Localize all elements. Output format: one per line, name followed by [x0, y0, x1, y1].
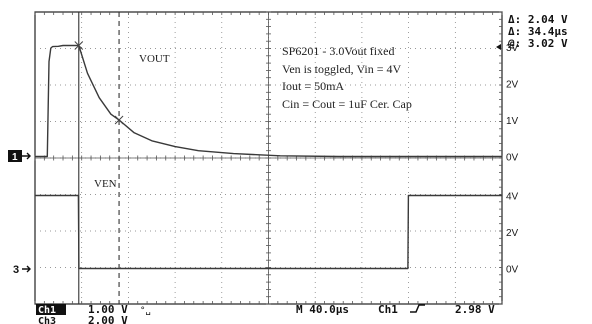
ven-trace — [35, 194, 502, 270]
delta-icon: Δ — [508, 13, 515, 26]
waveform-traces — [35, 44, 502, 270]
cursor-intersection-marker — [74, 41, 84, 50]
ven-trace-label: VEN — [94, 178, 117, 190]
voltage-tick-label: 4V — [506, 192, 519, 203]
voltage-tick-label: 0V — [506, 153, 519, 164]
annotation-line: Iout = 50mA — [282, 79, 344, 93]
cursor-pointer-icon — [496, 44, 501, 50]
delta-icon: Δ — [508, 25, 515, 38]
annotation-line: SP6201 - 3.0Vout fixed — [282, 44, 394, 58]
svg-text:Δ: 34.4μs: Δ: 34.4μs — [508, 25, 568, 38]
ch3-marker-label: 3 — [13, 264, 19, 276]
bandwidth-limit-icon: °␣ — [140, 306, 151, 316]
at-v-value: 3.02 V — [528, 37, 568, 50]
svg-text:@: 3.02 V: @: 3.02 V — [508, 37, 568, 50]
rising-edge-trigger-icon — [410, 304, 425, 313]
ch3-label: Ch3 — [38, 316, 56, 324]
test-conditions-annotation: SP6201 - 3.0Vout fixed Ven is toggled, V… — [282, 44, 412, 111]
voltage-tick-label: 1V — [506, 116, 519, 127]
ch1-marker-label: 1 — [12, 152, 18, 163]
ch1-label: Ch1 — [38, 305, 56, 316]
ch3-ground-marker: 3 — [13, 264, 31, 276]
svg-text:Δ: 2.04 V: Δ: 2.04 V — [508, 13, 568, 26]
graticule — [34, 11, 503, 305]
vout-trace-label: VOUT — [139, 53, 170, 65]
vout-trace — [35, 44, 502, 158]
ch1-scale: 1.00 V — [88, 303, 128, 316]
timebase: M 40.0μs — [296, 303, 349, 316]
trigger-level: 2.98 V — [455, 303, 495, 316]
cursor-intersection-marker — [114, 115, 124, 125]
ch1-ground-marker: 1 — [8, 150, 31, 163]
voltage-tick-label: 3V — [506, 43, 519, 54]
voltage-tick-label: 0V — [506, 265, 519, 276]
at-icon: @ — [508, 37, 515, 50]
annotation-line: Ven is toggled, Vin = 4V — [282, 62, 401, 76]
voltage-tick-label: 2V — [506, 80, 519, 91]
trigger-source: Ch1 — [378, 303, 398, 316]
voltage-tick-label: 2V — [506, 228, 519, 239]
right-voltage-ticks: 3V 2V 1V 0V 4V 2V 0V — [506, 43, 519, 276]
ch3-scale: 2.00 V — [88, 314, 128, 324]
cursor-readout: Δ: 2.04 V Δ: 34.4μs @: 3.02 V — [496, 13, 568, 50]
annotation-line: Cin = Cout = 1uF Cer. Cap — [282, 97, 412, 111]
delta-v-value: 2.04 V — [528, 13, 568, 26]
delta-t-value: 34.4μs — [528, 25, 568, 38]
cursor-markers — [74, 41, 124, 125]
scope-footer: Ch1 1.00 V °␣ Ch3 2.00 V M 40.0μs Ch1 2.… — [36, 303, 495, 324]
